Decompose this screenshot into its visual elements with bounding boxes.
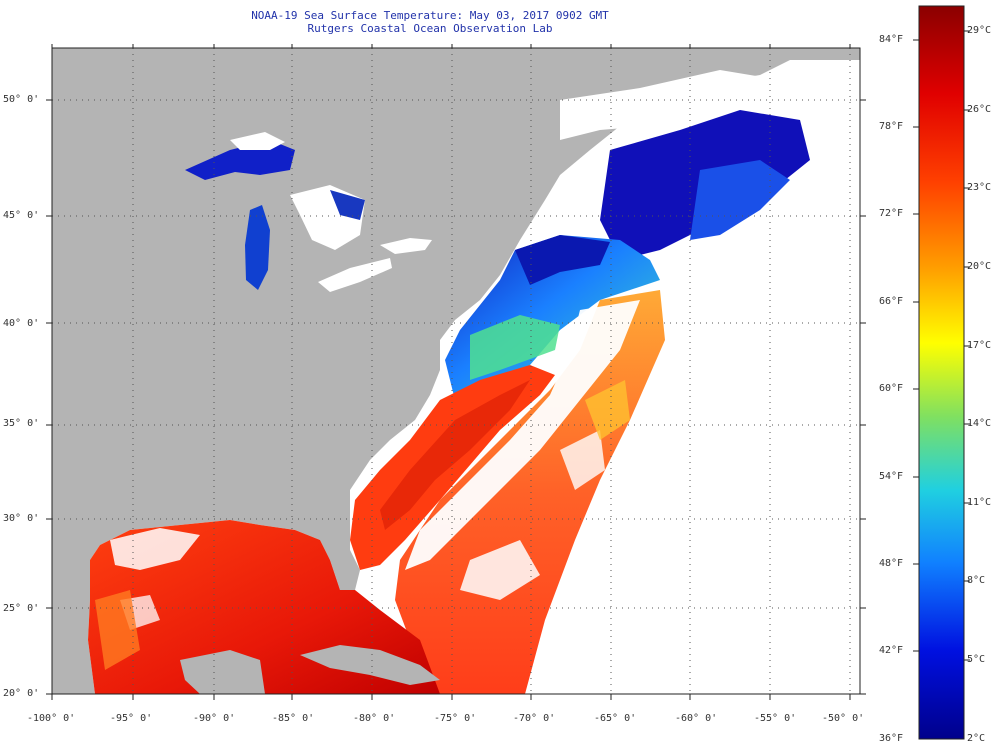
lon-label-90: -90° 0' — [193, 713, 236, 724]
lat-label-45: 45° 0' — [3, 210, 40, 221]
cb-c-8: 8°C — [967, 575, 986, 586]
cb-c-2: 2°C — [967, 733, 986, 744]
cb-f-36: 36°F — [879, 733, 904, 744]
cb-c-14: 14°C — [967, 418, 992, 429]
swath-cool-patch — [585, 380, 630, 440]
cb-c-5: 5°C — [967, 654, 986, 665]
lon-label-60: -60° 0' — [675, 713, 718, 724]
lon-label-100: -100° 0' — [27, 713, 76, 724]
shelf-deep-blue — [515, 235, 610, 285]
lat-label-25: 25° 0' — [3, 603, 40, 614]
map-subtitle: Rutgers Coastal Ocean Observation Lab — [307, 22, 553, 35]
cb-c-23: 23°C — [967, 182, 992, 193]
scotian-shelf — [690, 160, 790, 240]
map-title: NOAA-19 Sea Surface Temperature: May 03,… — [251, 9, 609, 22]
cb-f-42: 42°F — [879, 645, 904, 656]
map-frame — [51, 47, 861, 695]
lake-ontario — [380, 238, 432, 254]
swath-cloud-patch-2 — [560, 430, 605, 490]
cb-f-66: 66°F — [879, 296, 904, 307]
cb-c-29: 29°C — [967, 25, 992, 36]
lon-label-85: -85° 0' — [272, 713, 315, 724]
lon-label-55: -55° 0' — [754, 713, 797, 724]
axis-ticks — [46, 44, 866, 700]
lake-erie — [318, 258, 392, 292]
lon-label-75: -75° 0' — [434, 713, 477, 724]
cb-c-17: 17°C — [967, 340, 992, 351]
cb-f-72: 72°F — [879, 208, 904, 219]
lon-label-50: -50° 0' — [822, 713, 865, 724]
gulf-cloud-west — [110, 528, 200, 570]
land-cuba — [300, 645, 440, 685]
cb-f-60: 60°F — [879, 383, 904, 394]
lat-label-35: 35° 0' — [3, 418, 40, 429]
lon-label-70: -70° 0' — [513, 713, 556, 724]
lon-label-65: -65° 0' — [594, 713, 637, 724]
land-yucatan — [180, 650, 265, 694]
lat-label-20: 20° 0' — [3, 688, 40, 699]
lat-label-30: 30° 0' — [3, 513, 40, 524]
gulf-stream-core — [380, 380, 530, 530]
colorbar-ticks — [913, 30, 970, 661]
lon-label-80: -80° 0' — [353, 713, 396, 724]
shelf-green-front — [470, 315, 560, 380]
cb-f-54: 54°F — [879, 471, 904, 482]
cb-f-48: 48°F — [879, 558, 904, 569]
lake-huron-cold — [330, 190, 365, 220]
gulf-orange-patch — [95, 590, 140, 670]
colorbar — [918, 5, 965, 740]
lake-michigan — [245, 205, 270, 290]
lat-label-40: 40° 0' — [3, 318, 40, 329]
lake-superior-cloud — [230, 132, 285, 150]
swath-cloud-patch-1 — [460, 540, 540, 600]
cb-c-11: 11°C — [967, 497, 992, 508]
cb-c-20: 20°C — [967, 261, 992, 272]
swath-cloud-band — [405, 300, 640, 570]
cb-f-78: 78°F — [879, 121, 904, 132]
lon-label-95: -95° 0' — [110, 713, 153, 724]
cb-f-84: 84°F — [879, 34, 904, 45]
lat-label-50: 50° 0' — [3, 94, 40, 105]
satellite-swath — [395, 290, 665, 694]
cb-c-26: 26°C — [967, 104, 992, 115]
